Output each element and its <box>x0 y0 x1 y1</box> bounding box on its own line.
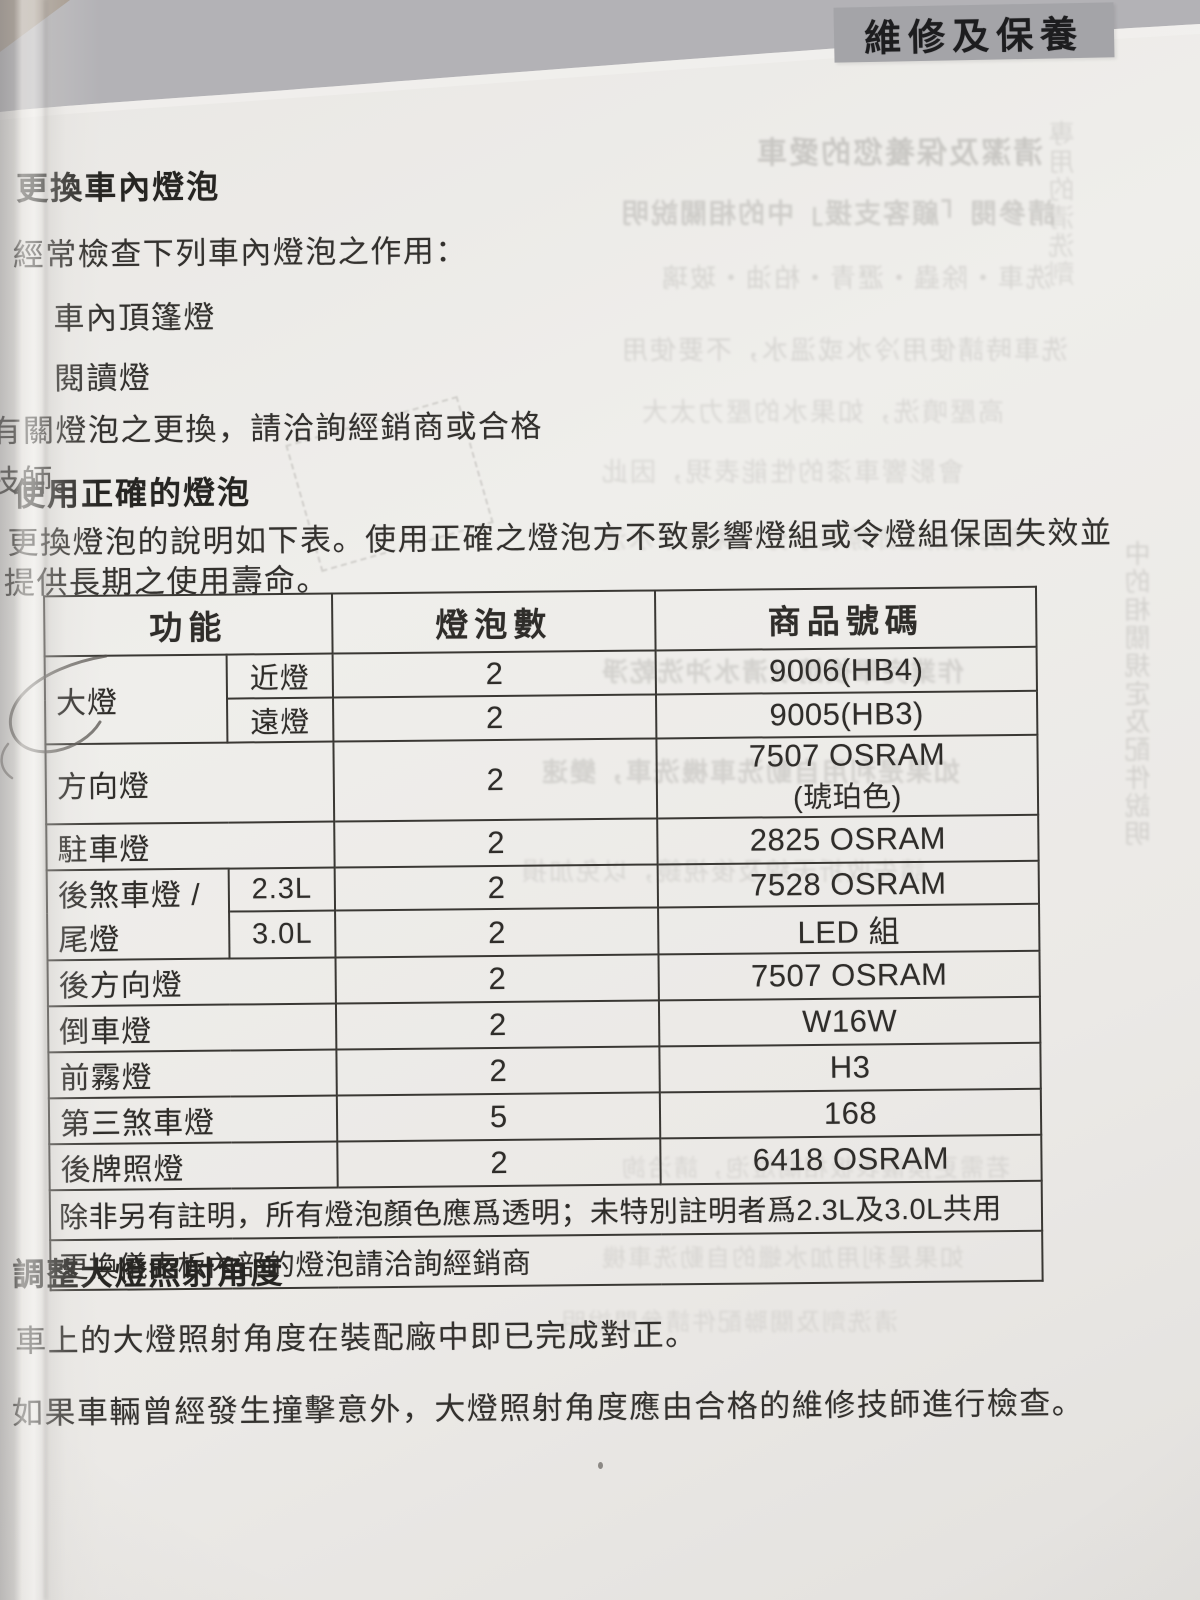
table-header-row: 功能 燈泡數 商品號碼 <box>44 586 1037 657</box>
cell-product: 168 <box>659 1088 1042 1139</box>
cell-count: 2 <box>332 650 656 698</box>
heading-headlight-aim: 調整大燈照射角度 <box>12 1254 285 1293</box>
cell-count: 2 <box>336 1046 660 1096</box>
cell-function: 後方向燈 <box>47 957 336 1007</box>
paragraph-correct-bulbs-line1: 更換燈泡的說明如下表。使用正確之燈泡方不致影響燈組或令燈組保固失效並 <box>7 515 1113 561</box>
cell-function: 倒車燈 <box>47 1003 337 1053</box>
header-function: 功能 <box>44 593 333 657</box>
cell-product: 7507 OSRAM (琥珀色) <box>656 734 1039 819</box>
heading-replace-bulbs: 更換車內燈泡 <box>15 168 221 207</box>
cell-function: 第三煞車燈 <box>48 1095 338 1145</box>
cell-variant: 遠燈 <box>227 697 334 743</box>
product-line2: (琥珀色) <box>792 781 903 815</box>
cell-count: 2 <box>334 864 659 911</box>
cell-product: 9005(HB3) <box>655 690 1038 739</box>
cell-function: 大燈 <box>44 654 228 745</box>
heading-correct-bulbs: 使用正確的燈泡 <box>12 474 252 513</box>
paragraph-intro: 經常檢查下列車內燈泡之作用： <box>12 233 468 273</box>
cell-variant: 2.3L <box>228 867 336 912</box>
cell-product: LED 組 <box>658 903 1040 955</box>
cell-variant: 近燈 <box>226 653 334 699</box>
bulb-spec-table: 功能 燈泡數 商品號碼 大燈 近燈 2 9006(HB4) 遠燈 2 9005(… <box>43 586 1044 1292</box>
section-banner-label: 維修及保養 <box>863 13 1085 59</box>
cell-count: 5 <box>336 1092 661 1142</box>
cell-product: 9006(HB4) <box>655 646 1037 695</box>
cell-count: 2 <box>333 694 657 742</box>
cell-product: W16W <box>658 996 1041 1047</box>
cell-count: 2 <box>337 1138 661 1188</box>
cell-function: 前霧燈 <box>48 1049 337 1099</box>
cell-function: 方向燈 <box>45 741 335 825</box>
product-line1: 7507 OSRAM <box>748 736 946 774</box>
cell-variant: 3.0L <box>229 910 336 959</box>
cell-function: 後牌照燈 <box>49 1141 338 1191</box>
cell-count: 2 <box>334 818 658 868</box>
ink-speck <box>598 1462 603 1469</box>
paragraph-aim-2: 如果車輛曾經發生撞擊意外，大燈照射角度應由合格的維修技師進行檢查。 <box>11 1385 1085 1431</box>
paragraph-dealer-note-line1: 有關燈泡之更換，請洽詢經銷商或合格 <box>0 408 544 449</box>
cell-count: 2 <box>335 1000 660 1050</box>
cell-product: 7528 OSRAM <box>657 860 1040 908</box>
section-banner: 維修及保養 <box>833 2 1115 63</box>
cell-product: H3 <box>659 1042 1041 1093</box>
cell-count: 2 <box>335 907 659 958</box>
cell-function: 駐車燈 <box>46 821 335 871</box>
cell-product: 2825 OSRAM <box>657 814 1039 865</box>
cell-count: 2 <box>335 954 659 1004</box>
cell-count: 2 <box>333 738 658 822</box>
header-bulb-count: 燈泡數 <box>332 590 656 654</box>
cell-function: 後煞車燈 / 尾燈 <box>46 868 230 961</box>
cell-product: 6418 OSRAM <box>660 1134 1042 1185</box>
list-item-reading-light: 閱讀燈 <box>53 360 152 397</box>
header-product-number: 商品號碼 <box>654 586 1037 651</box>
cell-product: 7507 OSRAM <box>658 950 1040 1001</box>
table-row: 方向燈 2 7507 OSRAM (琥珀色) <box>45 734 1039 825</box>
list-item-dome-light: 車內頂篷燈 <box>53 299 217 337</box>
paragraph-aim-1: 車上的大燈照射角度在裝配廠中即已完成對正。 <box>14 1317 698 1359</box>
